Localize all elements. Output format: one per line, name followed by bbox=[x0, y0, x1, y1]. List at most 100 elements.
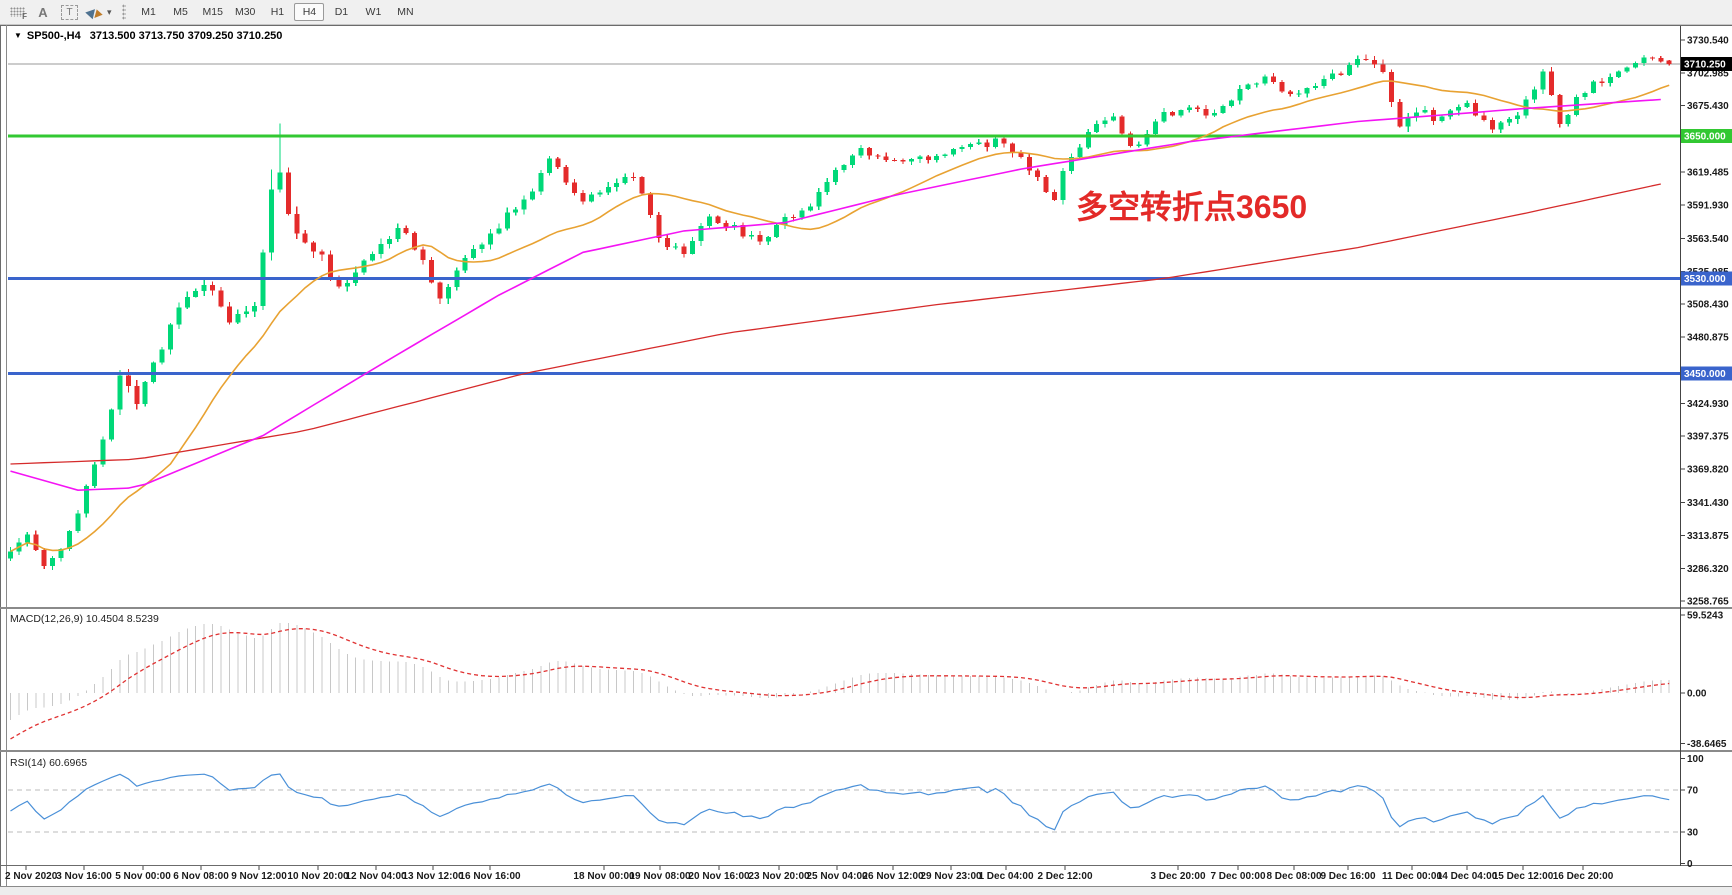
candle-up bbox=[1237, 88, 1243, 101]
time-label: 1 Dec 04:00 bbox=[978, 871, 1033, 882]
candle-down bbox=[437, 282, 443, 299]
candle-down bbox=[892, 159, 898, 161]
candle-down bbox=[572, 182, 578, 194]
text-box-icon[interactable]: T bbox=[61, 4, 78, 20]
candle-down bbox=[1658, 58, 1664, 62]
candle-down bbox=[134, 385, 140, 404]
timeframe-m1[interactable]: M1 bbox=[141, 6, 156, 18]
candle-up bbox=[50, 558, 56, 566]
price-badge[interactable] bbox=[1681, 128, 1732, 143]
axis-label: 0.00 bbox=[1687, 689, 1707, 700]
candle-down bbox=[285, 172, 291, 214]
symbol-caret-icon[interactable]: ▼ bbox=[14, 31, 22, 40]
horizontal-lines bbox=[8, 134, 1680, 376]
candle-down bbox=[1666, 60, 1672, 65]
candle-down bbox=[218, 290, 224, 307]
candle-up bbox=[1262, 76, 1268, 84]
candle-up bbox=[386, 239, 392, 244]
candle-up bbox=[748, 234, 754, 237]
timeframe-m30[interactable]: M30 bbox=[234, 6, 256, 18]
candle-down bbox=[1481, 115, 1487, 121]
toolbar-drag-handle[interactable] bbox=[121, 4, 126, 20]
timeframe-m15[interactable]: M15 bbox=[202, 6, 223, 18]
candle-up bbox=[235, 313, 241, 323]
candle-up bbox=[597, 192, 603, 195]
axis-label: 3702.985 bbox=[1687, 68, 1729, 79]
candle-up bbox=[1616, 71, 1622, 78]
candle-up bbox=[951, 149, 957, 155]
candle-up bbox=[1186, 107, 1192, 111]
candle-up bbox=[159, 349, 165, 363]
time-label: 14 Dec 04:00 bbox=[1437, 871, 1498, 882]
candle-up bbox=[395, 227, 401, 240]
candle-up bbox=[75, 513, 81, 531]
rsi-panel bbox=[8, 773, 1680, 833]
price-axis[interactable]: 3730.540 3702.985 3675.430 3619.485 3591.930… bbox=[1680, 36, 1729, 871]
candle-down bbox=[1195, 107, 1201, 109]
candle-down bbox=[1372, 60, 1378, 65]
timeframe-h4[interactable]: H4 bbox=[294, 3, 325, 21]
candle-down bbox=[1599, 81, 1605, 84]
candle-up bbox=[1439, 116, 1445, 122]
price-badge[interactable] bbox=[1681, 366, 1732, 381]
dropdown-caret-icon[interactable]: ▾ bbox=[107, 6, 112, 17]
axis-label: 3563.540 bbox=[1687, 234, 1729, 245]
candle-down bbox=[563, 166, 569, 183]
candle-up bbox=[976, 142, 982, 145]
candle-down bbox=[1473, 103, 1479, 116]
candle-up bbox=[193, 291, 199, 297]
candle-up bbox=[1077, 147, 1083, 157]
candle-up bbox=[252, 306, 258, 312]
time-label: 20 Nov 16:00 bbox=[688, 871, 750, 882]
candle-up bbox=[1085, 132, 1091, 148]
macd-signal bbox=[10, 628, 1670, 740]
candle-up bbox=[1540, 71, 1546, 90]
candle-down bbox=[1018, 153, 1024, 157]
arrow-tools-icon[interactable] bbox=[83, 2, 105, 22]
text-label-icon[interactable]: A bbox=[38, 4, 48, 20]
candle-up bbox=[706, 216, 712, 227]
time-label: 9 Dec 16:00 bbox=[1320, 871, 1375, 882]
candle-up bbox=[1136, 144, 1142, 147]
candle-down bbox=[647, 193, 653, 216]
candle-up bbox=[479, 244, 485, 249]
candle-up bbox=[967, 144, 973, 147]
timeframe-h1[interactable]: H1 bbox=[270, 6, 285, 18]
candle-up bbox=[1313, 86, 1319, 89]
candle-up bbox=[833, 170, 839, 182]
time-label: 7 Dec 00:00 bbox=[1210, 871, 1265, 882]
time-label: 16 Nov 16:00 bbox=[459, 871, 521, 882]
candle-up bbox=[1178, 110, 1184, 116]
candle-up bbox=[117, 375, 123, 410]
candle-up bbox=[1220, 106, 1226, 114]
timeframe-group: M1 M5 M15 M30 H1 H4 D1 W1 MN bbox=[133, 3, 422, 21]
price-badge[interactable] bbox=[1681, 57, 1732, 72]
candle-down bbox=[294, 213, 300, 234]
candle-up bbox=[496, 228, 502, 234]
candle-up bbox=[1422, 110, 1428, 113]
candle-up bbox=[1102, 120, 1108, 125]
timeframe-m5[interactable]: M5 bbox=[173, 6, 188, 18]
candle-up bbox=[1296, 93, 1302, 95]
timeframe-w1[interactable]: W1 bbox=[365, 6, 382, 18]
candle-up bbox=[807, 206, 813, 211]
candle-up bbox=[799, 210, 805, 218]
candle-down bbox=[757, 234, 763, 242]
candle-up bbox=[8, 551, 13, 559]
price-badge[interactable] bbox=[1681, 271, 1732, 286]
candle-down bbox=[1338, 73, 1344, 76]
candle-up bbox=[1574, 96, 1580, 116]
time-label: 8 Dec 08:00 bbox=[1266, 871, 1321, 882]
candle-up bbox=[605, 187, 611, 193]
axis-label: 100 bbox=[1687, 754, 1704, 765]
timeframe-d1[interactable]: D1 bbox=[334, 6, 349, 18]
candle-up bbox=[176, 307, 182, 325]
grid-f-icon[interactable]: F bbox=[4, 2, 30, 22]
macd-panel bbox=[10, 622, 1670, 720]
candle-up bbox=[1094, 124, 1100, 133]
candle-up bbox=[1515, 115, 1521, 119]
timeframe-mn[interactable]: MN bbox=[397, 6, 414, 18]
axis-label: -38.6465 bbox=[1687, 739, 1727, 750]
